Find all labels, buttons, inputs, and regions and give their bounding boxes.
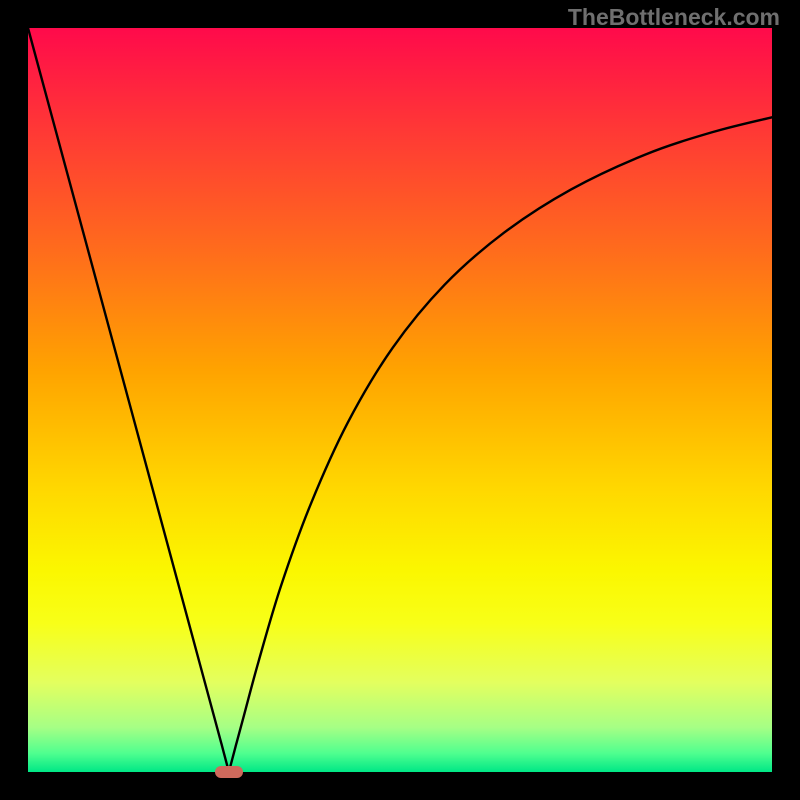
watermark-text: TheBottleneck.com	[568, 4, 780, 31]
chart-frame: TheBottleneck.com	[0, 0, 800, 800]
optimal-point-marker	[215, 766, 243, 778]
plot-area	[28, 28, 772, 772]
